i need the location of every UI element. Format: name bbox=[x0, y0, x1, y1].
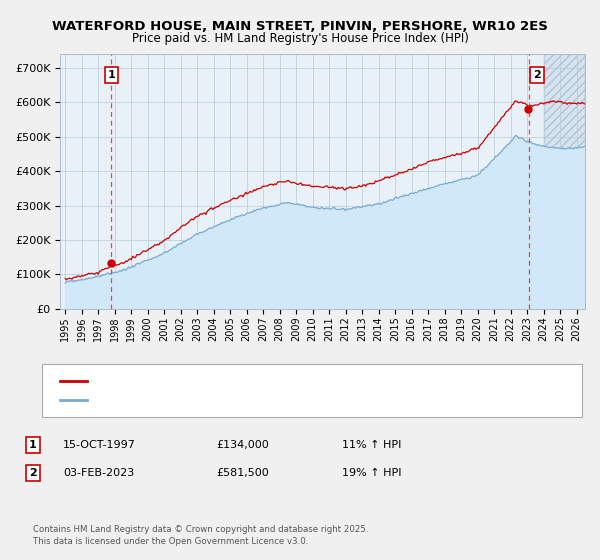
Text: WATERFORD HOUSE, MAIN STREET, PINVIN, PERSHORE, WR10 2ES (detached house): WATERFORD HOUSE, MAIN STREET, PINVIN, PE… bbox=[90, 377, 491, 386]
Text: Price paid vs. HM Land Registry's House Price Index (HPI): Price paid vs. HM Land Registry's House … bbox=[131, 32, 469, 45]
Text: Contains HM Land Registry data © Crown copyright and database right 2025.
This d: Contains HM Land Registry data © Crown c… bbox=[33, 525, 368, 546]
Text: 1: 1 bbox=[107, 70, 115, 80]
Text: 03-FEB-2023: 03-FEB-2023 bbox=[63, 468, 134, 478]
Text: 15-OCT-1997: 15-OCT-1997 bbox=[63, 440, 136, 450]
Text: 19% ↑ HPI: 19% ↑ HPI bbox=[342, 468, 401, 478]
Bar bbox=[544, 54, 585, 309]
Text: 11% ↑ HPI: 11% ↑ HPI bbox=[342, 440, 401, 450]
Text: £581,500: £581,500 bbox=[216, 468, 269, 478]
Text: WATERFORD HOUSE, MAIN STREET, PINVIN, PERSHORE, WR10 2ES: WATERFORD HOUSE, MAIN STREET, PINVIN, PE… bbox=[52, 20, 548, 32]
Text: 1: 1 bbox=[29, 440, 37, 450]
Text: £134,000: £134,000 bbox=[216, 440, 269, 450]
Bar bbox=[544, 54, 585, 309]
Text: 2: 2 bbox=[533, 70, 541, 80]
Text: 2: 2 bbox=[29, 468, 37, 478]
Text: HPI: Average price, detached house, Wychavon: HPI: Average price, detached house, Wych… bbox=[90, 395, 316, 404]
